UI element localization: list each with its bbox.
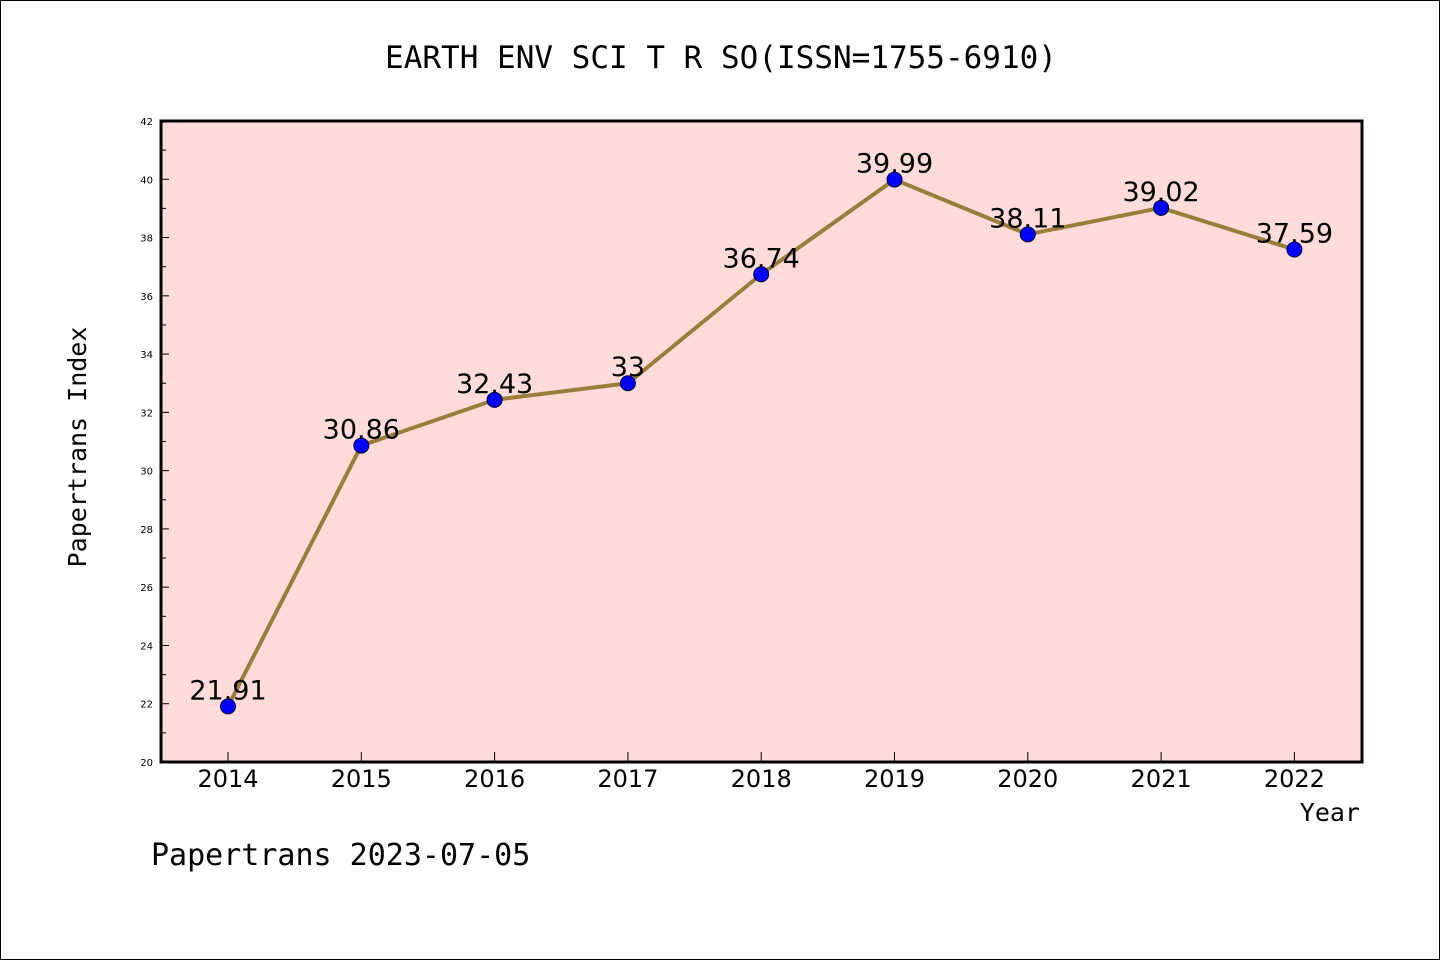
data-point (1286, 241, 1303, 258)
y-tick-label: 24 (140, 641, 153, 652)
x-tick-label: 2021 (1131, 765, 1192, 793)
data-label: 21.91 (189, 675, 266, 706)
data-point (486, 391, 503, 408)
data-point (1019, 226, 1036, 243)
data-label: 39.02 (1122, 177, 1199, 208)
y-tick-label: 30 (140, 467, 153, 478)
y-tick-label: 26 (140, 583, 153, 594)
x-axis-title: Year (1300, 798, 1360, 827)
data-label: 39.99 (856, 149, 933, 180)
y-tick-label: 32 (140, 408, 153, 419)
data-point (353, 437, 370, 454)
x-tick-label: 2018 (731, 765, 792, 793)
x-tick-label: 2014 (197, 765, 258, 793)
x-tick-label: 2022 (1264, 765, 1325, 793)
y-axis-title: Papertrans Index (63, 327, 92, 568)
x-tick-label: 2016 (464, 765, 525, 793)
data-point (1153, 199, 1170, 216)
x-axis: 2014 2015 2016 2017 2018 2019 2020 2021 2022 (197, 752, 1325, 793)
y-tick-label: 20 (140, 758, 153, 769)
series-group: 21.91 30.86 32.43 33 36.74 39.99 38.11 39.02 37.… (189, 149, 1333, 715)
y-tick-label: 22 (140, 700, 153, 711)
x-tick-label: 2017 (597, 765, 658, 793)
y-tick-label: 40 (140, 175, 153, 186)
x-tick-label: 2015 (331, 765, 392, 793)
data-point (886, 171, 903, 188)
y-tick-label: 28 (140, 525, 153, 536)
data-point (220, 698, 236, 715)
data-point (753, 266, 770, 283)
data-label: 30.86 (323, 415, 400, 446)
chart-title: EARTH ENV SCI T R SO(ISSN=1755-6910) (385, 40, 1057, 76)
footer-date-stamp: Papertrans 2023-07-05 (151, 838, 530, 873)
data-point (619, 375, 636, 392)
x-tick-label: 2020 (997, 765, 1058, 793)
y-tick-label: 36 (140, 292, 153, 303)
x-tick-label: 2019 (864, 765, 925, 793)
data-label: 38.11 (989, 203, 1066, 234)
data-label: 33 (611, 352, 645, 383)
data-label: 37.59 (1256, 218, 1333, 249)
plot-border (159, 119, 1364, 764)
y-tick-label: 42 (140, 117, 153, 128)
data-label: 32.43 (456, 369, 533, 400)
data-label: 36.74 (723, 243, 800, 274)
y-tick-label: 34 (140, 350, 153, 361)
y-tick-label: 38 (140, 234, 153, 245)
